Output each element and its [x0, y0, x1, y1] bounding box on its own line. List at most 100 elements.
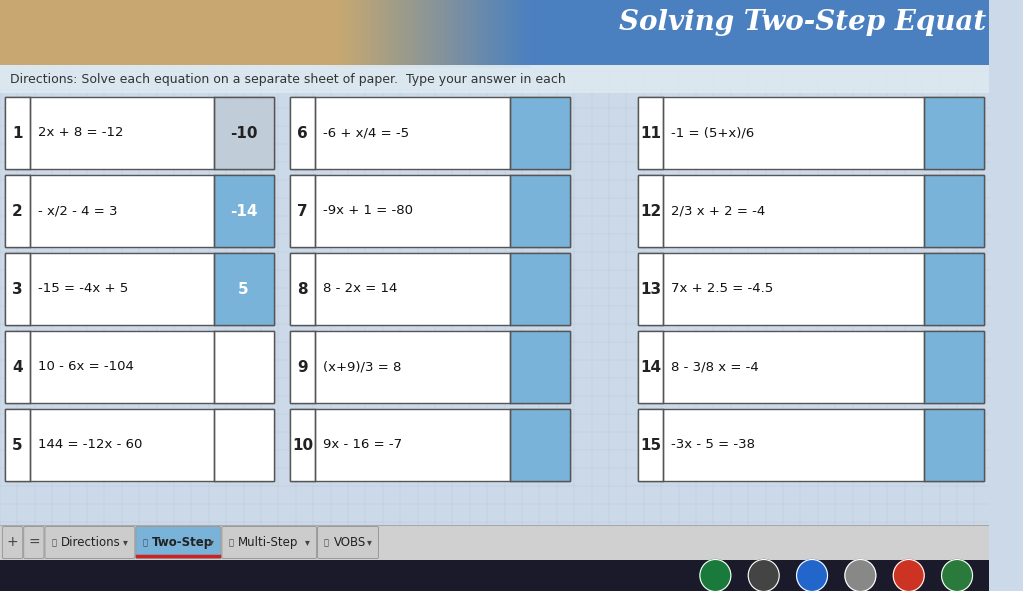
FancyBboxPatch shape	[290, 97, 571, 169]
FancyBboxPatch shape	[638, 409, 984, 481]
FancyBboxPatch shape	[0, 560, 989, 591]
FancyBboxPatch shape	[924, 97, 984, 169]
FancyBboxPatch shape	[45, 527, 135, 558]
Text: =: =	[28, 535, 40, 550]
Text: Directions: Solve each equation on a separate sheet of paper.  Type your answer : Directions: Solve each equation on a sep…	[9, 73, 566, 86]
FancyBboxPatch shape	[5, 253, 273, 325]
Text: 2/3 x + 2 = -4: 2/3 x + 2 = -4	[671, 204, 765, 217]
Text: 12: 12	[640, 203, 661, 219]
FancyBboxPatch shape	[214, 409, 273, 481]
Text: 9x - 16 = -7: 9x - 16 = -7	[323, 439, 402, 452]
Text: ▾: ▾	[305, 537, 310, 547]
FancyBboxPatch shape	[222, 527, 316, 558]
FancyBboxPatch shape	[638, 409, 663, 481]
Text: Multi-Step: Multi-Step	[237, 536, 298, 549]
FancyBboxPatch shape	[5, 409, 273, 481]
Text: 9: 9	[298, 359, 308, 375]
Text: -14: -14	[230, 203, 258, 219]
Text: -9x + 1 = -80: -9x + 1 = -80	[323, 204, 413, 217]
FancyBboxPatch shape	[290, 253, 315, 325]
FancyBboxPatch shape	[214, 253, 273, 325]
Circle shape	[797, 560, 828, 591]
FancyBboxPatch shape	[5, 175, 273, 247]
FancyBboxPatch shape	[290, 409, 315, 481]
FancyBboxPatch shape	[510, 253, 571, 325]
FancyBboxPatch shape	[924, 253, 984, 325]
FancyBboxPatch shape	[0, 525, 989, 560]
Text: 11: 11	[640, 125, 661, 141]
Text: 7x + 2.5 = -4.5: 7x + 2.5 = -4.5	[671, 282, 773, 296]
Text: 🔒: 🔒	[51, 538, 56, 547]
Text: 2: 2	[12, 203, 23, 219]
FancyBboxPatch shape	[924, 175, 984, 247]
Text: 8 - 2x = 14: 8 - 2x = 14	[323, 282, 397, 296]
Text: 3: 3	[12, 281, 23, 297]
Text: Two-Step: Two-Step	[151, 536, 213, 549]
Text: 15: 15	[640, 437, 661, 453]
Text: 10: 10	[292, 437, 313, 453]
Text: (x+9)/3 = 8: (x+9)/3 = 8	[323, 361, 401, 374]
FancyBboxPatch shape	[214, 331, 273, 403]
FancyBboxPatch shape	[290, 331, 315, 403]
FancyBboxPatch shape	[638, 331, 984, 403]
Text: 10 - 6x = -104: 10 - 6x = -104	[38, 361, 134, 374]
Text: 144 = -12x - 60: 144 = -12x - 60	[38, 439, 142, 452]
Text: 8 - 3/8 x = -4: 8 - 3/8 x = -4	[671, 361, 759, 374]
FancyBboxPatch shape	[214, 97, 273, 169]
FancyBboxPatch shape	[638, 175, 663, 247]
FancyBboxPatch shape	[5, 331, 30, 403]
FancyBboxPatch shape	[290, 175, 315, 247]
FancyBboxPatch shape	[290, 253, 571, 325]
FancyBboxPatch shape	[2, 527, 23, 558]
FancyBboxPatch shape	[638, 253, 663, 325]
Text: VOBS: VOBS	[333, 536, 366, 549]
Text: ▾: ▾	[123, 537, 128, 547]
FancyBboxPatch shape	[638, 253, 984, 325]
FancyBboxPatch shape	[638, 331, 663, 403]
FancyBboxPatch shape	[638, 97, 984, 169]
FancyBboxPatch shape	[510, 409, 571, 481]
Text: ▾: ▾	[210, 537, 214, 547]
FancyBboxPatch shape	[136, 527, 221, 558]
FancyBboxPatch shape	[638, 97, 663, 169]
Text: 14: 14	[640, 359, 661, 375]
FancyBboxPatch shape	[317, 527, 379, 558]
Text: 8: 8	[298, 281, 308, 297]
Circle shape	[748, 560, 780, 591]
FancyBboxPatch shape	[415, 0, 989, 65]
Text: Directions: Directions	[61, 536, 121, 549]
FancyBboxPatch shape	[924, 409, 984, 481]
FancyBboxPatch shape	[214, 175, 273, 247]
FancyBboxPatch shape	[0, 0, 415, 65]
FancyBboxPatch shape	[5, 253, 30, 325]
Text: 13: 13	[640, 281, 661, 297]
FancyBboxPatch shape	[290, 97, 315, 169]
FancyBboxPatch shape	[510, 175, 571, 247]
Circle shape	[941, 560, 973, 591]
Text: Solving Two-Step Equat: Solving Two-Step Equat	[619, 8, 986, 35]
FancyBboxPatch shape	[638, 175, 984, 247]
Text: - x/2 - 4 = 3: - x/2 - 4 = 3	[38, 204, 118, 217]
FancyBboxPatch shape	[5, 175, 30, 247]
Text: 🔒: 🔒	[228, 538, 233, 547]
FancyBboxPatch shape	[0, 65, 989, 93]
Text: -6 + x/4 = -5: -6 + x/4 = -5	[323, 126, 409, 139]
FancyBboxPatch shape	[510, 97, 571, 169]
FancyBboxPatch shape	[5, 331, 273, 403]
Text: 2x + 8 = -12: 2x + 8 = -12	[38, 126, 123, 139]
FancyBboxPatch shape	[5, 409, 30, 481]
Text: 5: 5	[238, 281, 249, 297]
FancyBboxPatch shape	[510, 331, 571, 403]
Text: 7: 7	[298, 203, 308, 219]
Text: +: +	[7, 535, 18, 550]
Text: -3x - 5 = -38: -3x - 5 = -38	[671, 439, 755, 452]
Text: -10: -10	[230, 125, 258, 141]
Text: 6: 6	[298, 125, 308, 141]
Circle shape	[845, 560, 876, 591]
FancyBboxPatch shape	[24, 527, 44, 558]
FancyBboxPatch shape	[290, 175, 571, 247]
Text: ▾: ▾	[367, 537, 371, 547]
FancyBboxPatch shape	[5, 97, 30, 169]
Circle shape	[700, 560, 730, 591]
Text: 4: 4	[12, 359, 23, 375]
